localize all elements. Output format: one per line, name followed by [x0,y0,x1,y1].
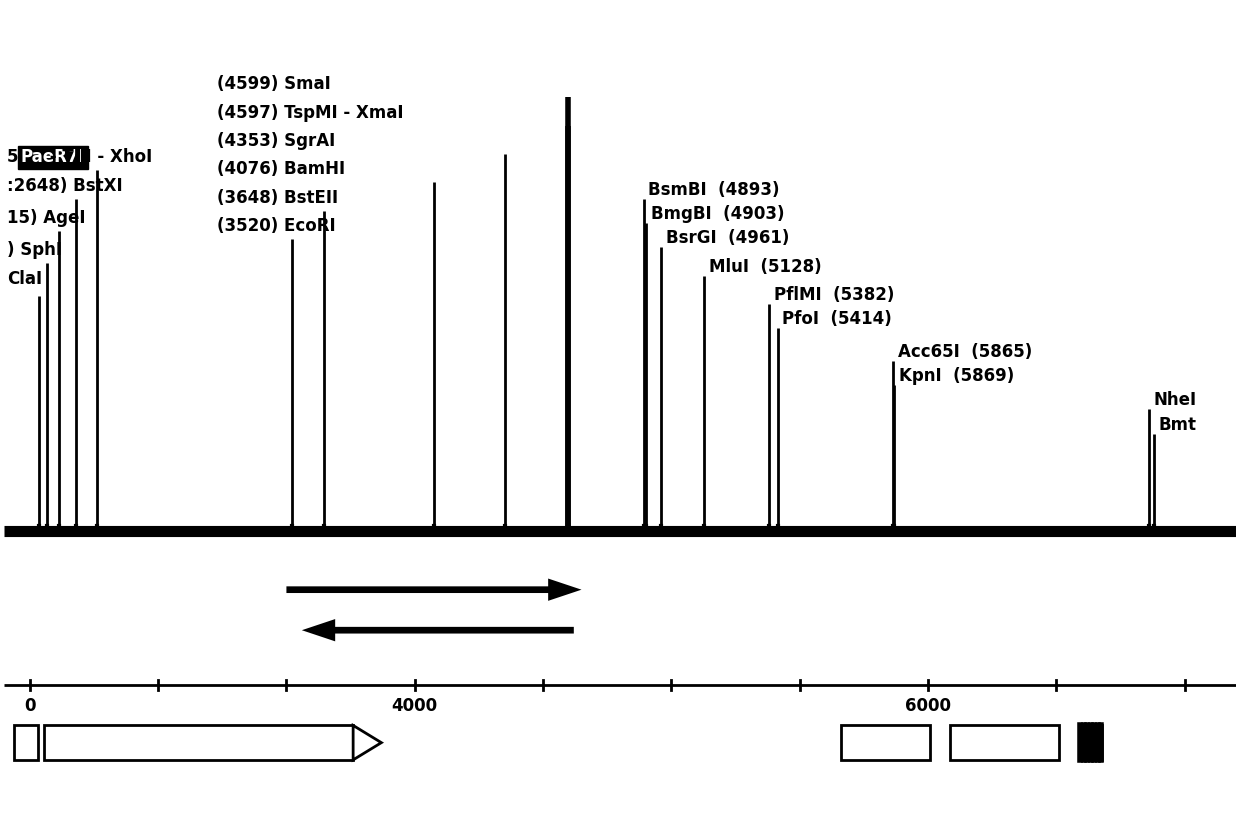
FancyArrow shape [286,579,582,601]
Polygon shape [353,726,382,760]
Bar [950,726,1059,760]
Text: :2648) BstXI: :2648) BstXI [6,177,123,195]
Text: PflMI  (5382): PflMI (5382) [774,286,894,304]
Text: BsmBI  (4893): BsmBI (4893) [649,180,780,199]
Text: (4599) SmaI: (4599) SmaI [217,76,331,93]
Text: (4597) TspMI - XmaI: (4597) TspMI - XmaI [217,104,404,122]
Text: (3520) EcoRI: (3520) EcoRI [217,217,336,235]
Text: (3648) BstEII: (3648) BstEII [217,189,339,206]
Text: NheI: NheI [1153,391,1197,409]
Text: Bmt: Bmt [1158,415,1197,434]
Bar [43,726,353,760]
Bar [15,726,37,760]
Text: Acc65I  (5865): Acc65I (5865) [898,343,1032,361]
FancyArrow shape [301,619,574,641]
Text: 15) AgeI: 15) AgeI [6,209,86,227]
Text: 0: 0 [24,697,36,715]
Text: BmgBI  (4903): BmgBI (4903) [651,205,785,223]
Text: 5): 5) [6,149,31,166]
Text: KpnI  (5869): KpnI (5869) [899,367,1014,385]
Text: EF-1α promoter: EF-1α promoter [125,733,272,752]
Text: ) SphI: ) SphI [6,242,62,259]
Text: BsrGI  (4961): BsrGI (4961) [666,229,790,248]
Text: MluI  (5128): MluI (5128) [709,258,821,276]
Text: (4076) BamHI: (4076) BamHI [217,160,345,179]
Text: 4000: 4000 [392,697,438,715]
Text: 6000: 6000 [905,697,951,715]
Text: PaeR7I: PaeR7I [21,149,86,166]
Bar [841,726,930,760]
Text: PfoI  (5414): PfoI (5414) [782,310,892,328]
Bar [1079,726,1102,760]
Text: - TlII - XhoI: - TlII - XhoI [43,149,153,166]
Text: (4353) SgrAI: (4353) SgrAI [217,132,335,150]
Text: 3' LTR: 3' LTR [977,733,1032,752]
Text: ClaI: ClaI [6,270,42,288]
Text: WPRE: WPRE [858,733,913,752]
